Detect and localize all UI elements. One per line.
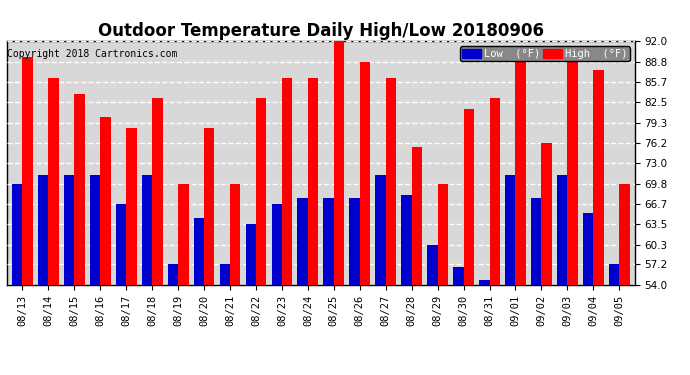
- Bar: [246, 224, 256, 375]
- Bar: [386, 78, 396, 375]
- Bar: [308, 78, 318, 375]
- Bar: [531, 198, 542, 375]
- Bar: [126, 128, 137, 375]
- Bar: [282, 78, 293, 375]
- Bar: [142, 175, 152, 375]
- Bar: [375, 175, 386, 375]
- Bar: [567, 51, 578, 375]
- Bar: [593, 70, 604, 375]
- Bar: [256, 98, 266, 375]
- Bar: [402, 195, 412, 375]
- Bar: [609, 264, 619, 375]
- Bar: [412, 147, 422, 375]
- Bar: [453, 267, 464, 375]
- Bar: [100, 117, 110, 375]
- Bar: [168, 264, 178, 375]
- Bar: [152, 98, 163, 375]
- Legend: Low  (°F), High  (°F): Low (°F), High (°F): [460, 46, 629, 61]
- Bar: [619, 184, 629, 375]
- Bar: [297, 198, 308, 375]
- Bar: [272, 204, 282, 375]
- Bar: [515, 62, 526, 375]
- Bar: [324, 198, 334, 375]
- Title: Outdoor Temperature Daily High/Low 20180906: Outdoor Temperature Daily High/Low 20180…: [98, 22, 544, 40]
- Bar: [489, 98, 500, 375]
- Bar: [90, 175, 100, 375]
- Bar: [12, 184, 23, 375]
- Bar: [583, 213, 593, 375]
- Bar: [48, 78, 59, 375]
- Text: Copyright 2018 Cartronics.com: Copyright 2018 Cartronics.com: [7, 49, 177, 59]
- Bar: [557, 175, 567, 375]
- Bar: [349, 198, 359, 375]
- Bar: [334, 41, 344, 375]
- Bar: [204, 128, 215, 375]
- Bar: [230, 184, 240, 375]
- Bar: [359, 62, 370, 375]
- Bar: [437, 184, 448, 375]
- Bar: [64, 175, 75, 375]
- Bar: [38, 175, 48, 375]
- Bar: [116, 204, 126, 375]
- Bar: [75, 94, 85, 375]
- Bar: [542, 142, 552, 375]
- Bar: [479, 280, 489, 375]
- Bar: [427, 244, 437, 375]
- Bar: [178, 184, 188, 375]
- Bar: [23, 57, 33, 375]
- Bar: [219, 264, 230, 375]
- Bar: [194, 217, 204, 375]
- Bar: [505, 175, 515, 375]
- Bar: [464, 109, 474, 375]
